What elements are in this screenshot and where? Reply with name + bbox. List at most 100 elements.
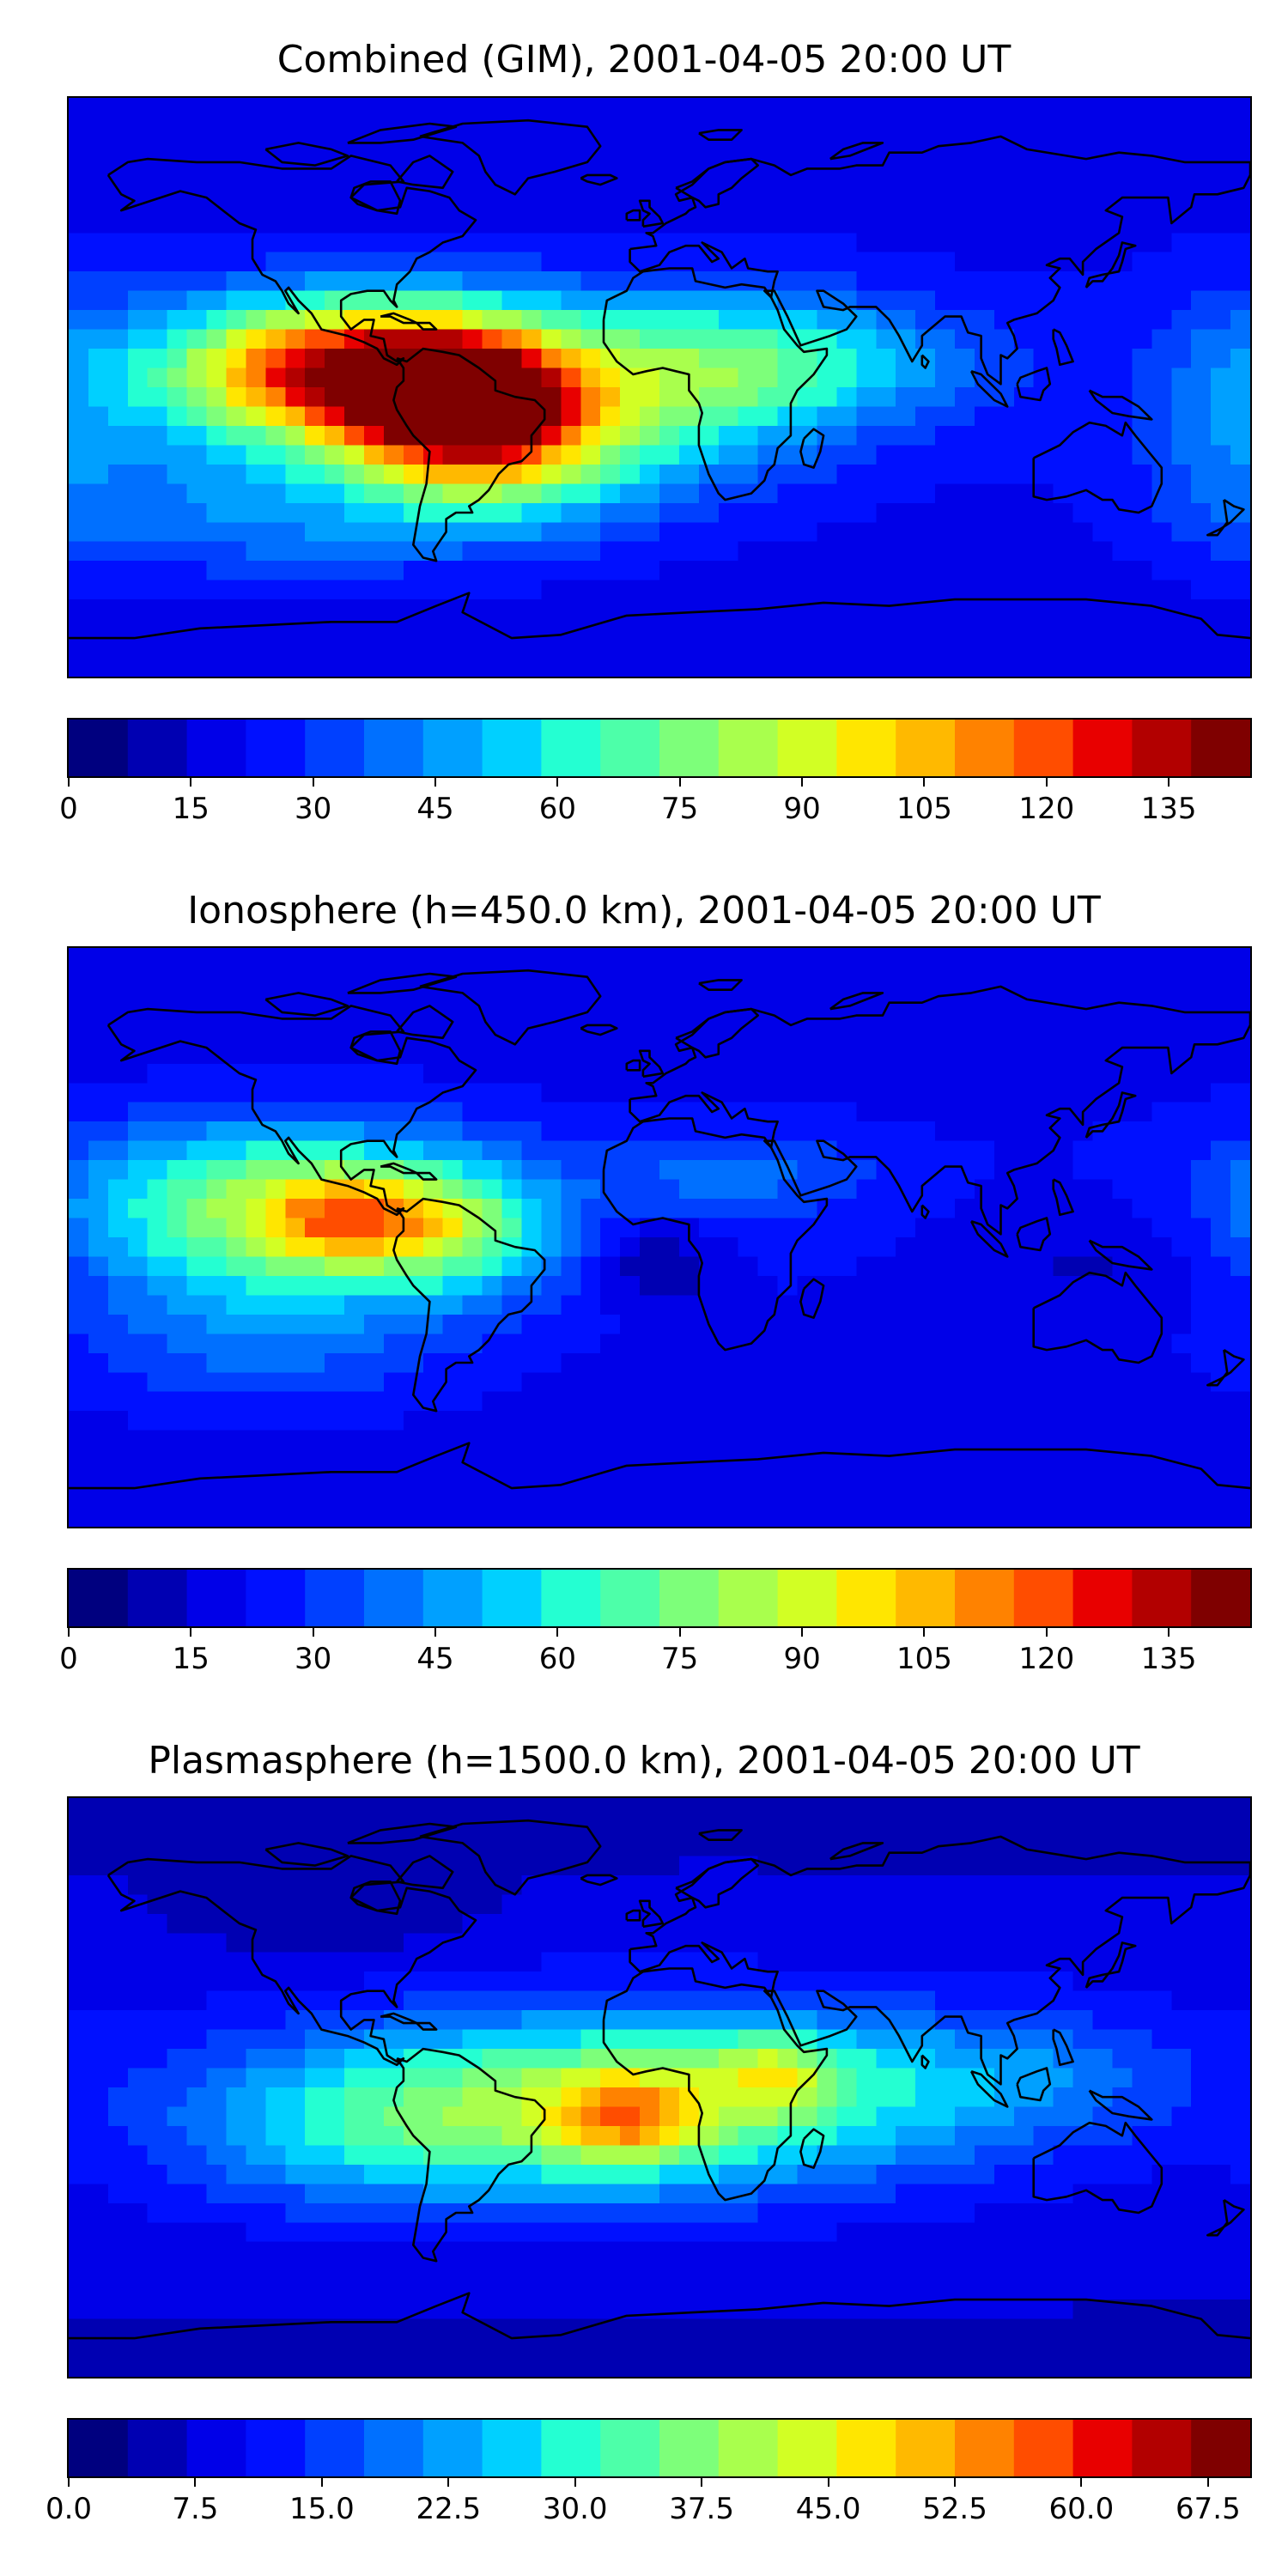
colorbar-segment [955,720,1015,776]
colorbar-tick [701,2478,703,2487]
panel-3-title: Plasmasphere (h=1500.0 km), 2001-04-05 2… [148,1739,1140,1783]
panel-3-map [67,1796,1252,2379]
colorbar-tick [312,778,314,787]
colorbar-segment [246,1570,306,1626]
colorbar-tick-label: 105 [896,792,952,826]
colorbar-segment [305,720,365,776]
colorbar-tick-label: 45 [416,1642,454,1676]
panel-2-field [69,948,1250,1527]
colorbar-segment [600,2420,660,2476]
colorbar-segment [69,1570,129,1626]
colorbar-tick [556,778,559,787]
colorbar-tick-label: 120 [1018,1642,1075,1676]
colorbar-segment [1191,2420,1250,2476]
panel-2-colorbar [67,1568,1252,1628]
panel-1-colorbar [67,718,1252,778]
colorbar-tick [190,778,192,787]
colorbar-segment [659,2420,720,2476]
panel-2-colorbar-svg [69,1570,1250,1626]
colorbar-tick-label: 120 [1018,792,1075,826]
colorbar-tick [923,778,926,787]
colorbar-segment [246,720,306,776]
colorbar-tick-label: 60.0 [1048,2492,1115,2526]
colorbar-tick-label: 22.5 [416,2492,482,2526]
colorbar-segment [127,2420,188,2476]
colorbar-tick [68,2478,70,2487]
colorbar-segment [836,1570,896,1626]
colorbar-tick [923,1628,926,1637]
colorbar-segment [955,1570,1015,1626]
colorbar-tick [574,2478,576,2487]
colorbar-segment [127,720,188,776]
panel-3-map-svg [69,1798,1250,2377]
colorbar-tick [827,2478,829,2487]
panel-1-coastlines [69,118,1250,640]
colorbar-segment [600,720,660,776]
colorbar-tick [801,1628,804,1637]
colorbar-segment [541,2420,601,2476]
panel-1-map [67,96,1252,678]
colorbar-tick [556,1628,559,1637]
colorbar-tick-label: 75 [661,1642,699,1676]
colorbar-tick [1206,2478,1209,2487]
colorbar-tick-label: 15 [172,792,210,826]
colorbar-segment [777,2420,838,2476]
panel-2-title: Ionosphere (h=450.0 km), 2001-04-05 20:0… [187,889,1101,933]
colorbar-tick-label: 105 [896,1642,952,1676]
colorbar-segment [305,2420,365,2476]
colorbar-tick-label: 60 [538,1642,577,1676]
colorbar-tick-label: 135 [1140,1642,1197,1676]
colorbar-segment [69,720,129,776]
panel-1-field [69,98,1250,677]
colorbar-segment [1072,720,1133,776]
panel-1-colorbar-ticks: 0 15 30 45 60 75 90 105 120 135 [59,778,1252,829]
colorbar-segment [1132,1570,1192,1626]
colorbar-segment [186,2420,247,2476]
colorbar-segment [777,720,838,776]
colorbar-segment [659,1570,720,1626]
colorbar-segment [364,2420,424,2476]
colorbar-tick [678,778,681,787]
colorbar-tick-label: 30 [295,792,332,826]
colorbar-tick-label: 52.5 [922,2492,987,2526]
colorbar-tick [190,1628,192,1637]
colorbar-segment [69,2420,129,2476]
panel-1-map-svg [69,98,1250,677]
colorbar-tick [1080,2478,1083,2487]
colorbar-tick [678,1628,681,1637]
colorbar-segment [1013,720,1074,776]
colorbar-tick-label: 90 [783,1642,821,1676]
colorbar-segment [482,1570,543,1626]
colorbar-segment [1013,1570,1074,1626]
colorbar-segment [364,720,424,776]
colorbar-segment [422,1570,483,1626]
panel-3-colorbar-ticks: 0.0 7.5 15.0 22.5 30.0 37.5 45.0 52.5 60.0 67.5 [46,2478,1252,2530]
colorbar-tick [320,2478,323,2487]
colorbar-segment [127,1570,188,1626]
colorbar-segment [422,2420,483,2476]
colorbar-tick-label: 7.5 [172,2492,219,2526]
colorbar-tick [434,778,436,787]
colorbar-tick [68,1628,70,1637]
colorbar-tick-label: 45 [416,792,454,826]
colorbar-tick-label: 0 [59,792,78,826]
colorbar-tick-label: 15 [172,1642,210,1676]
colorbar-segment [186,720,247,776]
colorbar-segment [305,1570,365,1626]
colorbar-segment [246,2420,306,2476]
colorbar-tick [1045,778,1048,787]
colorbar-tick [68,778,70,787]
panel-2-map [67,946,1252,1528]
colorbar-segment [422,720,483,776]
colorbar-tick-label: 90 [783,792,821,826]
panel-3-colorbar-svg [69,2420,1250,2476]
colorbar-segment [718,2420,779,2476]
panel-1-colorbar-svg [69,720,1250,776]
colorbar-segment [659,720,720,776]
colorbar-segment [836,720,896,776]
colorbar-tick-label: 15.0 [289,2492,355,2526]
colorbar-tick [1168,778,1170,787]
colorbar-segment [718,720,779,776]
colorbar-tick [434,1628,436,1637]
colorbar-tick-label: 37.5 [669,2492,734,2526]
